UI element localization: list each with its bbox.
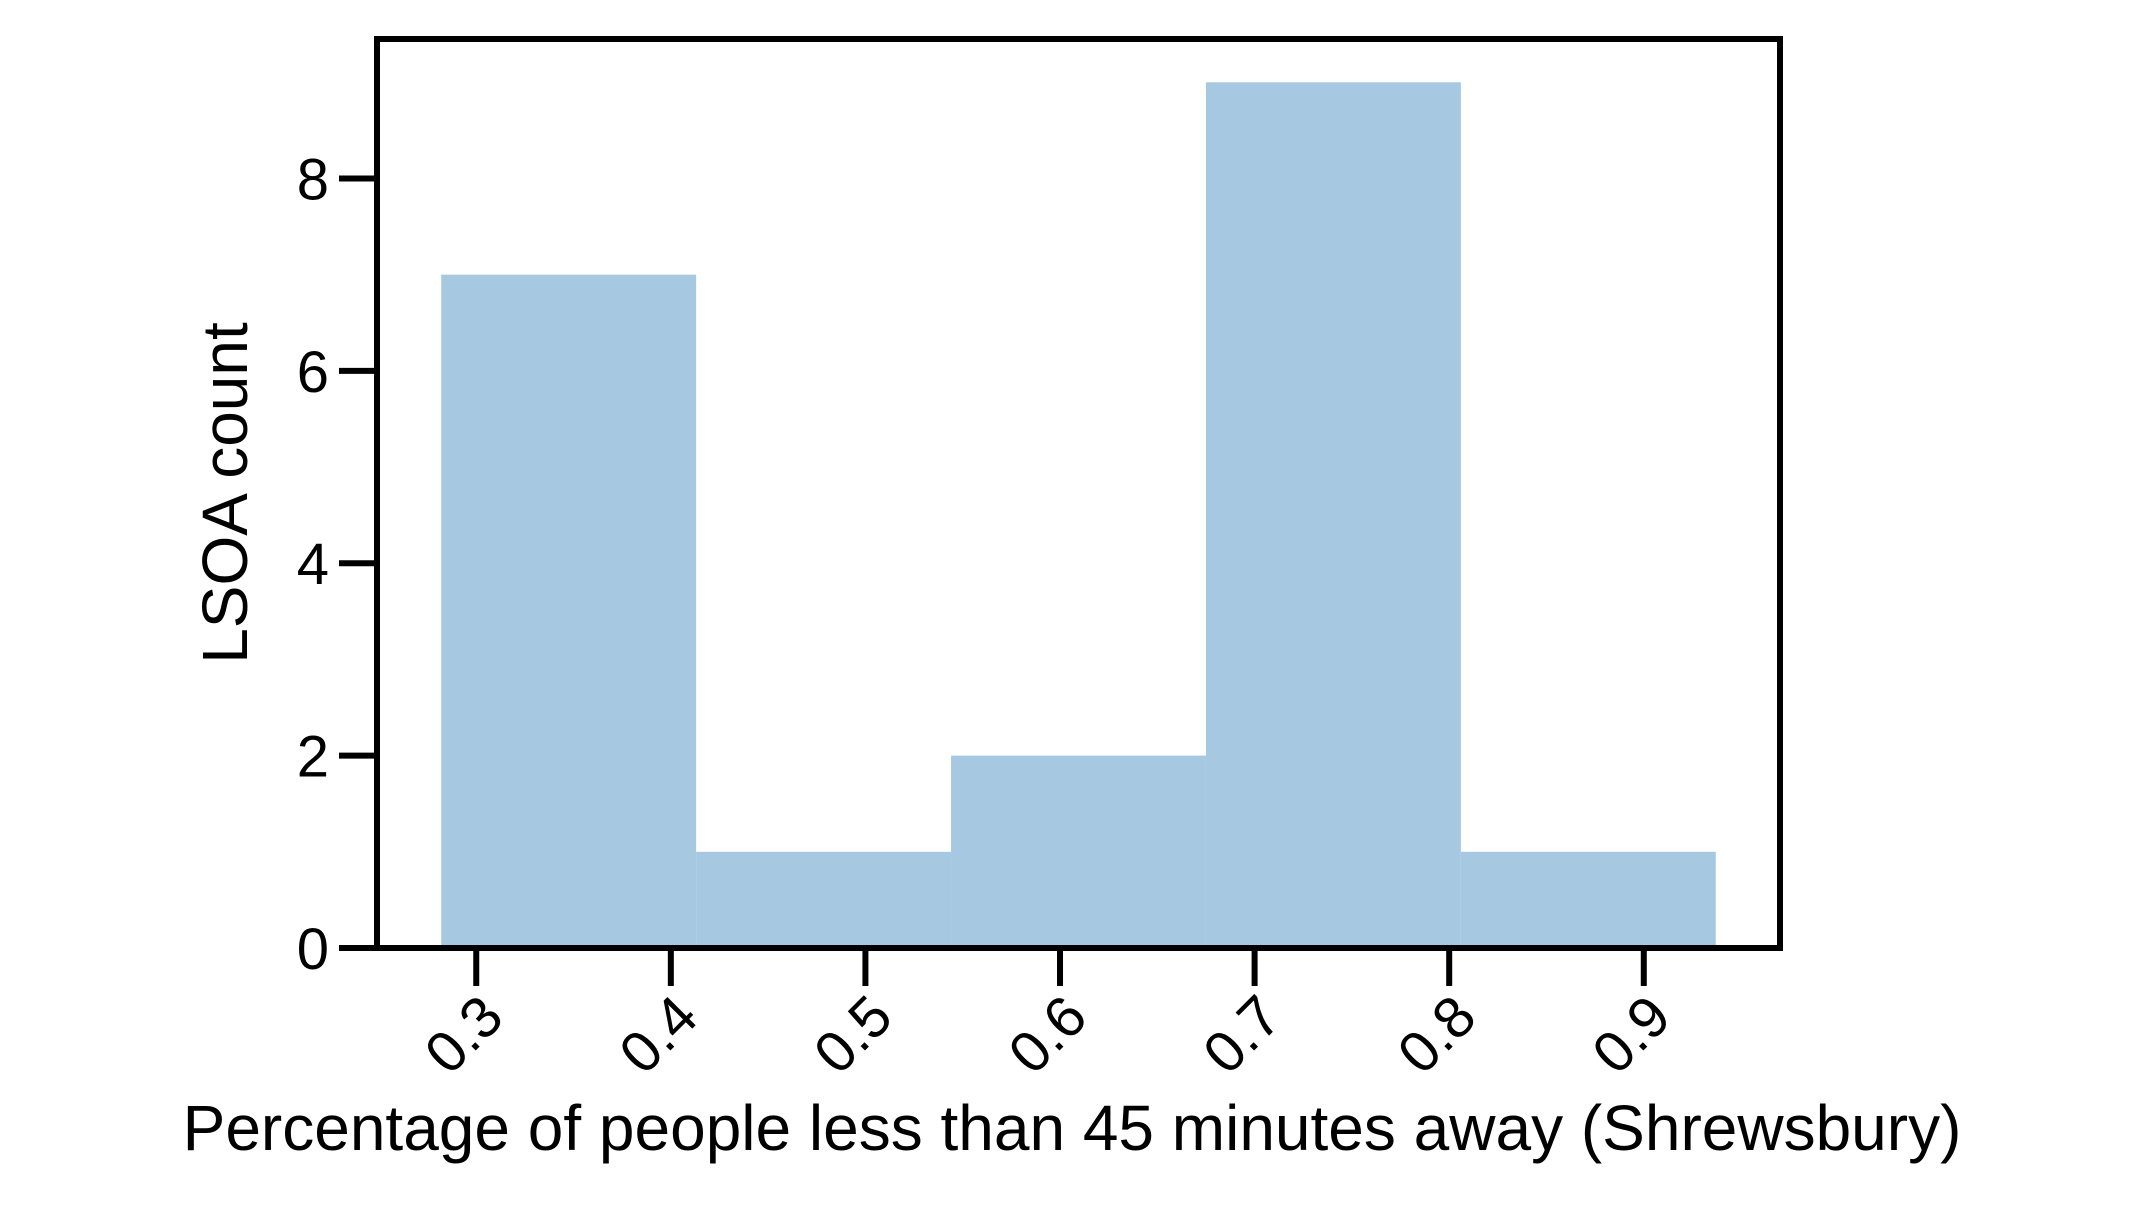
histogram-bar-1: [441, 274, 697, 949]
y-tick-label: 0: [297, 917, 329, 982]
histogram-bar-4: [1205, 82, 1461, 949]
plot-frame: [374, 36, 1783, 951]
x-tick-label: 0.7: [1191, 983, 1294, 1086]
histogram-bar-2: [696, 851, 952, 948]
x-tick-label: 0.5: [802, 983, 905, 1086]
y-tick-label: 2: [297, 725, 329, 790]
y-axis-ticks: 0 2 4 6 8: [297, 147, 377, 982]
y-tick-label: 6: [297, 340, 329, 405]
histogram-bar-5: [1460, 851, 1716, 948]
y-axis-label: LSOA count: [189, 322, 261, 664]
x-axis-label: Percentage of people less than 45 minute…: [183, 1092, 1962, 1164]
bars-group: [441, 82, 1716, 949]
x-tick-label: 0.8: [1385, 983, 1488, 1086]
x-axis-ticks: 0.3 0.4 0.5 0.6 0.7 0.8 0.9: [412, 948, 1683, 1086]
x-tick-label: 0.6: [996, 983, 1099, 1086]
x-tick-label: 0.3: [412, 983, 515, 1086]
y-tick-label: 8: [297, 147, 329, 212]
histogram-bar-3: [951, 755, 1206, 948]
y-tick-label: 4: [297, 532, 329, 597]
x-tick-label: 0.9: [1580, 983, 1683, 1086]
x-tick-label: 0.4: [607, 983, 710, 1086]
